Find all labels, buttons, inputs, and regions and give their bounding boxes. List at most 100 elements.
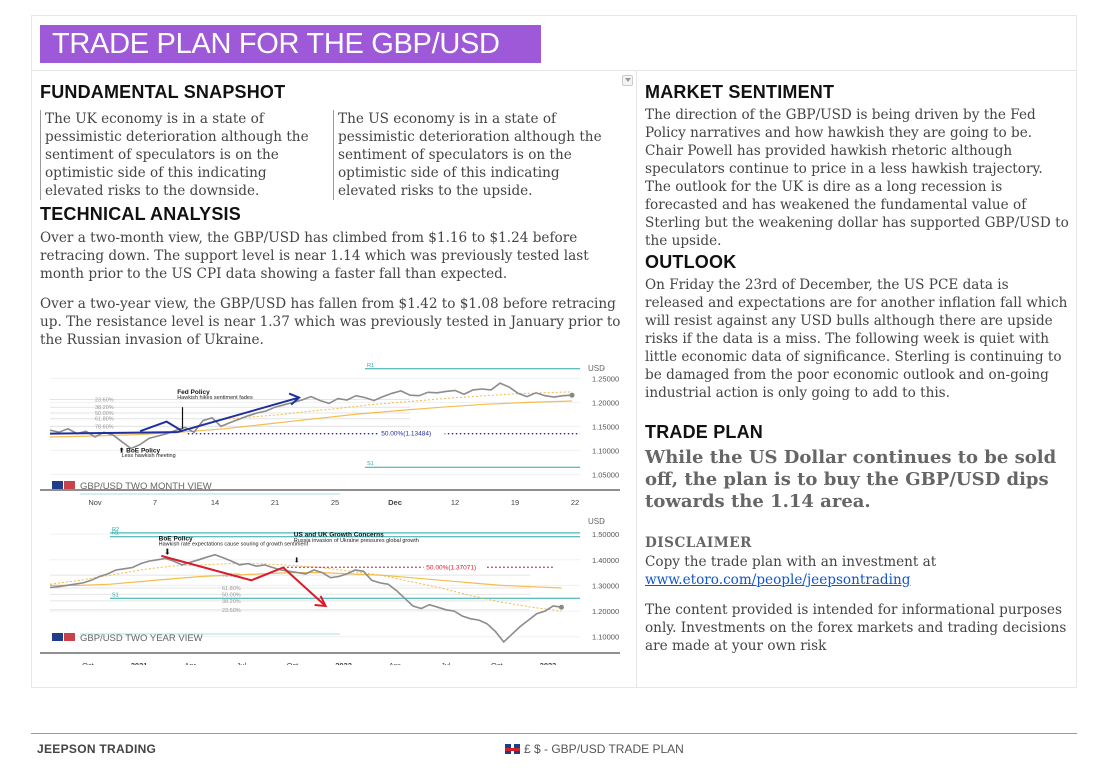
trade-plan-heading: TRADE PLAN [645,422,763,442]
chart2-level-label: R1 [112,531,119,537]
etoro-link[interactable]: www.etoro.com/people/jeepsontrading [645,572,911,588]
chart1-annotation2-title: ⬆ BoE Policy [119,446,161,454]
footer-center-label: £ $ - GBP/USD TRADE PLAN [524,742,684,756]
column-divider [636,70,637,688]
chart-two-month: 1.25000 1.20000 1.15000 1.10000 1.05000 Nov 7 1… [40,360,620,512]
chart1-xtick-label: 7 [153,498,157,507]
chart1-xtick-label: Nov [88,498,102,507]
chart1-xtick-label: 12 [451,498,459,507]
chart1-fib-label: 61.80% [95,417,114,423]
disclaimer-heading: DISCLAIMER [645,535,752,551]
outlook-text: On Friday the 23rd of December, the US P… [645,277,1068,401]
disclaimer-copy: Copy the trade plan with an investment a… [645,553,1070,589]
trade-plan-text: While the US Dollar continues to be sold… [645,447,1057,512]
chart1-title-group: GBP/USD TWO MONTH VIEW [52,481,212,492]
chart2-ylabel-dash: - [602,517,605,526]
chart2-uk-flag-icon [52,633,63,641]
chart2-fib-label: 50.00% [222,592,241,598]
chart1-fib-label: 23.60% [95,398,114,404]
chart2-level-label: R2 [112,527,119,533]
chart2-title: GBP/USD TWO YEAR VIEW [80,633,203,644]
chart1-us-flag-icon [64,481,75,489]
chart2-xtick-label: Apr [389,661,401,665]
chart1-xtick-label: 22 [571,498,579,507]
chart2-xtick-label: Apr [184,661,196,665]
chart2-resistance-label-bg [423,562,486,572]
chart1-ytick-label: 1.05000 [592,470,619,479]
footer-brand: JEEPSON TRADING [37,742,157,756]
chart1-trend-arrow-zigzag [139,420,184,433]
title-divider [31,70,1077,71]
chart2-price-series [49,553,562,644]
chart1-ytick-label: 1.10000 [592,446,619,455]
chart1-trend-arrow-lead [49,431,178,435]
chart1-annotation-text: Hawkish hikes sentiment fades [177,395,253,401]
chart1-annotation2-text: Less hawkish meeting [122,453,176,459]
chart1-xtick-label: Dec [388,498,402,507]
chart2-fib-label: 23.60% [222,608,241,614]
chart2-ylabel: USD [588,517,605,526]
chart2-title-group: GBP/USD TWO YEAR VIEW [52,633,203,644]
chart1-support-label-bg [378,428,445,438]
chart2-fib-label: 61.80% [222,586,241,592]
chart1-uk-flag-icon [52,481,63,489]
chart-two-month-svg: 1.25000 1.20000 1.15000 1.10000 1.05000 Nov 7 1… [40,363,620,507]
chart1-title: GBP/USD TWO MONTH VIEW [80,481,212,492]
chart1-ytick-label: 1.25000 [592,374,619,383]
chart2-annotation-pointer: ⬇ [164,548,171,557]
uk-economy-text: The UK economy is in a state of pessimis… [40,110,329,200]
chart2-xtick-label: 2023 [540,661,557,665]
chart2-fib-label: 38.20% [222,599,241,605]
page-title: TRADE PLAN FOR THE GBP/USD [40,25,541,63]
disclaimer-note: The content provided is intended for inf… [645,602,1067,654]
chart2-ytick-label: 1.50000 [592,530,619,539]
chart2-trend-arrowhead [314,595,328,608]
disclaimer-copy-text: Copy the trade plan with an investment a… [645,554,937,570]
chart1-fib-label: 38.20% [95,405,114,411]
chart2-annotation2-text: Russia invasion of Ukraine pressures glo… [294,538,419,544]
chart1-xtick-label: 19 [511,498,519,507]
technical-heading: TECHNICAL ANALYSIS [40,204,241,224]
technical-para-2: Over a two-year view, the GBP/USD has fa… [40,296,621,348]
chart-two-year: 1.50000 1.40000 1.30000 1.20000 1.10000 Oct 20… [40,513,620,665]
chart1-xtick-label: 14 [211,498,219,507]
chart1-trend-arrow [176,396,300,434]
chart2-annotation2-title: US and UK Growth Concerns [294,532,384,539]
chart2-xtick-label: Oct [491,661,504,665]
chart2-ytick-label: 1.20000 [592,607,619,616]
chart2-xtick-label: Jul [237,661,247,665]
chart1-level-label: R1 [367,363,374,369]
chart1-ytick-label: 1.15000 [592,422,619,431]
chart2-xtick-label: Oct [287,661,300,665]
chart2-ytick-label: 1.10000 [592,633,619,642]
chart2-annotation2-pointer: ⬇ [294,556,300,564]
chart1-fib-label: 78.60% [95,424,114,430]
collapse-dropdown-icon[interactable] [622,75,633,86]
technical-para-1: Over a two-month view, the GBP/USD has c… [40,230,589,282]
chart2-ytick-label: 1.40000 [592,556,619,565]
chart2-xtick-label: Jul [441,661,451,665]
chart1-last-price-point [569,392,575,398]
chart2-us-flag-icon [64,633,75,641]
chart1-xtick-label: 21 [271,498,279,507]
chart1-annotation-title: Fed Policy [177,389,210,396]
chart1-xtick-label: 25 [331,498,339,507]
chart2-xtick-label: 2022 [335,661,352,665]
chart2-annotation-title: BoE Policy [159,536,193,543]
uk-flag-icon [505,744,520,754]
chart1-support-label: 50.00%(1.13484) [381,431,431,438]
chart2-fib-label: 78.60% [222,573,241,579]
chart-two-year-svg: 1.50000 1.40000 1.30000 1.20000 1.10000 Oct 20… [40,517,620,665]
chart2-annotation-text: Hawkish rate expectations cause souring … [159,542,309,548]
chart1-price-series [49,382,573,450]
chart2-trend-arrow [161,554,327,607]
sentiment-text: The direction of the GBP/USD is being dr… [645,107,1069,249]
chart1-ma-long-series [49,400,573,438]
chart1-level-label: S1 [367,461,374,467]
chart2-ma-short-series [49,563,562,612]
chart1-ylabel-dash: - [602,364,605,373]
chart2-ytick-label: 1.30000 [592,581,619,590]
chart1-fib-label: 50.00% [95,411,114,417]
sentiment-heading: MARKET SENTIMENT [645,82,835,102]
chart2-xtick-label: Oct [82,661,95,665]
